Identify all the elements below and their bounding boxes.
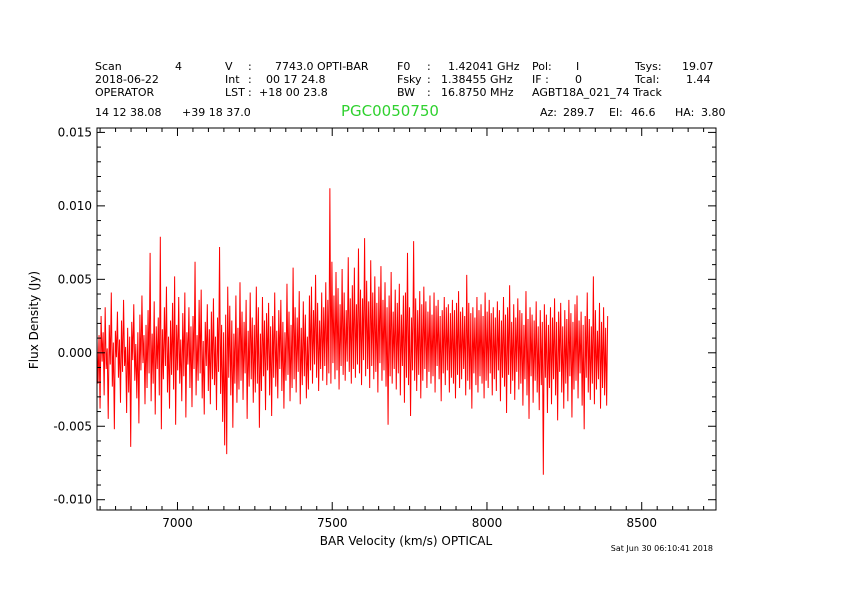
observer-name: OPERATOR bbox=[95, 86, 155, 99]
azimuth-value: 289.7 bbox=[563, 106, 595, 119]
fsky-value: 1.38455 GHz bbox=[441, 73, 513, 86]
elevation-value: 46.6 bbox=[631, 106, 656, 119]
elevation-label: El: bbox=[609, 106, 623, 119]
y-tick-label: 0.005 bbox=[58, 272, 92, 286]
y-tick-label: -0.005 bbox=[53, 419, 92, 433]
velocity-value: 7743.0 OPTI-BAR bbox=[275, 60, 369, 73]
hour-angle-label: HA: bbox=[675, 106, 695, 119]
tcal-label: Tcal: bbox=[635, 73, 660, 86]
lst-value: +18 00 23.8 bbox=[259, 86, 328, 99]
scan-value: 4 bbox=[175, 60, 182, 73]
tsys-value: 19.07 bbox=[682, 60, 714, 73]
fsky-label: Fsky bbox=[397, 73, 422, 86]
source-name: PGC0050750 bbox=[341, 102, 439, 120]
observation-date: 2018-06-22 bbox=[95, 73, 159, 86]
x-tick-label: 7500 bbox=[317, 516, 348, 530]
pol-value: I bbox=[576, 60, 580, 73]
declination: +39 18 37.0 bbox=[182, 106, 251, 119]
plot-frame bbox=[96, 127, 717, 511]
hour-angle-value: 3.80 bbox=[701, 106, 726, 119]
f0-value: 1.42041 GHz bbox=[448, 60, 520, 73]
spectrum-line bbox=[97, 188, 609, 475]
project-id: AGBT18A_021_74 Track bbox=[532, 86, 662, 99]
y-axis: 0.015 0.010 0.005 0.000 -0.005 -0.010 bbox=[53, 125, 716, 507]
y-tick-label: 0.010 bbox=[58, 199, 92, 213]
y-tick-label: -0.010 bbox=[53, 493, 92, 507]
velocity-label: V bbox=[225, 60, 233, 73]
x-axis-label: BAR Velocity (km/s) OPTICAL bbox=[320, 534, 493, 548]
y-axis-label: Flux Density (Jy) bbox=[27, 271, 41, 369]
y-tick-label: 0.000 bbox=[58, 346, 92, 360]
right-ascension: 14 12 38.08 bbox=[95, 106, 162, 119]
scan-label: Scan bbox=[95, 60, 122, 73]
x-tick-label: 7000 bbox=[162, 516, 193, 530]
pol-label: Pol: bbox=[532, 60, 552, 73]
integration-label: Int bbox=[225, 73, 240, 86]
bw-value: 16.8750 MHz bbox=[441, 86, 514, 99]
azimuth-label: Az: bbox=[540, 106, 558, 119]
if-value: 0 bbox=[575, 73, 582, 86]
bw-label: BW bbox=[397, 86, 416, 99]
f0-label: F0 bbox=[397, 60, 411, 73]
tsys-label: Tsys: bbox=[635, 60, 662, 73]
integration-value: 00 17 24.8 bbox=[266, 73, 326, 86]
tcal-value: 1.44 bbox=[686, 73, 711, 86]
x-tick-label: 8000 bbox=[472, 516, 503, 530]
lst-label: LST bbox=[225, 86, 245, 99]
y-tick-label: 0.015 bbox=[58, 125, 92, 139]
if-label: IF : bbox=[532, 73, 549, 86]
timestamp: Sat Jun 30 06:10:41 2018 bbox=[611, 544, 713, 553]
x-tick-label: 8500 bbox=[626, 516, 657, 530]
x-axis: 7000 7500 8000 8500 bbox=[99, 128, 705, 530]
